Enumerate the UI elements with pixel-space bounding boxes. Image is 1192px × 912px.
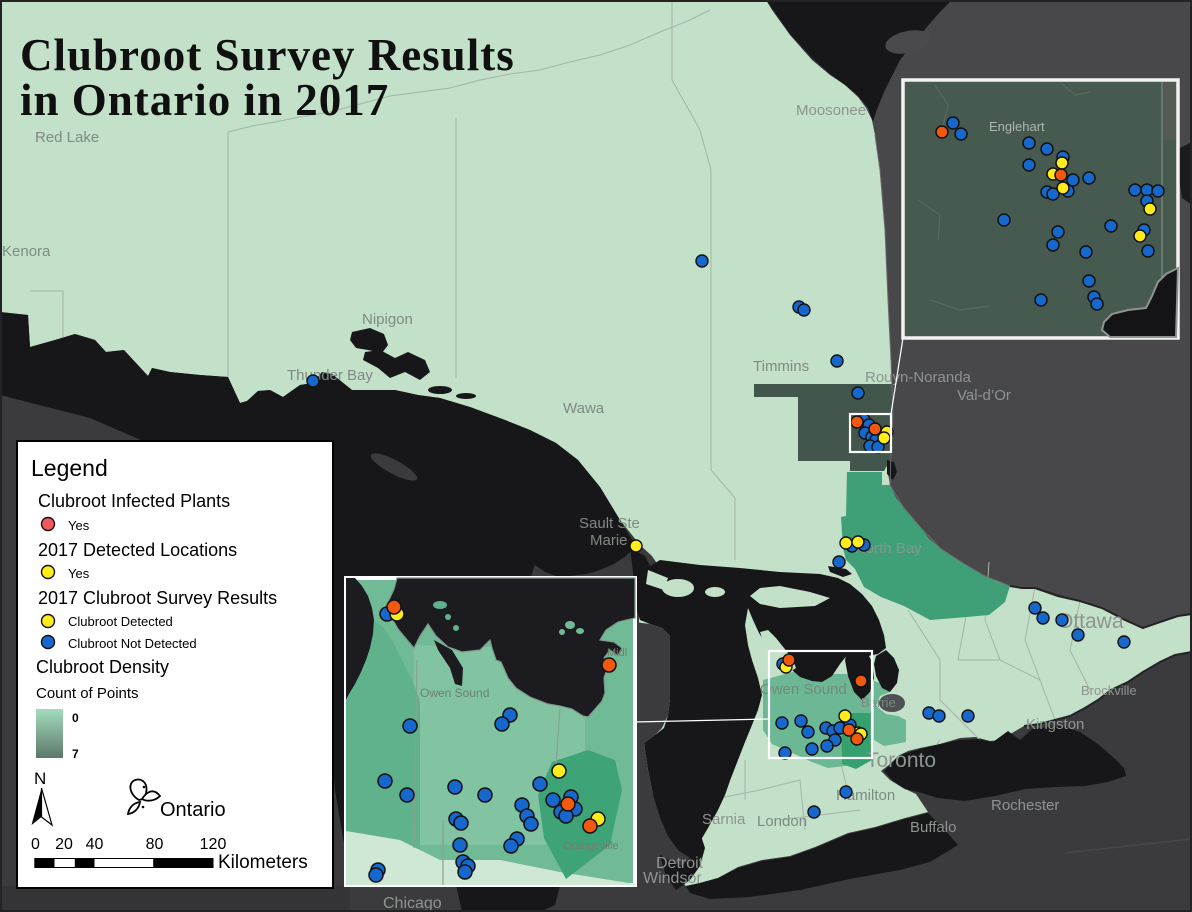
svg-text:Moosonee: Moosonee bbox=[796, 102, 866, 119]
svg-text:in Ontario in 2017: in Ontario in 2017 bbox=[20, 75, 389, 125]
svg-text:Sault Ste: Sault Ste bbox=[579, 515, 640, 532]
svg-text:Chicago: Chicago bbox=[383, 895, 442, 912]
svg-text:Brockville: Brockville bbox=[1081, 683, 1137, 698]
svg-text:Yes: Yes bbox=[68, 566, 90, 581]
svg-text:Clubroot Survey Results: Clubroot Survey Results bbox=[20, 30, 515, 80]
svg-text:Ontario: Ontario bbox=[160, 799, 226, 821]
svg-text:Clubroot Density: Clubroot Density bbox=[36, 657, 169, 677]
svg-text:2017 Detected Locations: 2017 Detected Locations bbox=[38, 540, 237, 560]
svg-text:Barrie: Barrie bbox=[861, 695, 896, 710]
svg-text:Rouyn-Noranda: Rouyn-Noranda bbox=[865, 369, 972, 386]
svg-text:7: 7 bbox=[72, 747, 79, 761]
svg-text:2017 Clubroot Survey Results: 2017 Clubroot Survey Results bbox=[38, 588, 277, 608]
svg-text:80: 80 bbox=[146, 836, 164, 853]
svg-text:Ottawa: Ottawa bbox=[1057, 610, 1124, 633]
svg-text:Kilometers: Kilometers bbox=[218, 852, 308, 873]
svg-text:Val-d’Or: Val-d’Or bbox=[957, 387, 1011, 404]
svg-text:Clubroot Not Detected: Clubroot Not Detected bbox=[68, 636, 197, 651]
svg-text:Yes: Yes bbox=[68, 518, 90, 533]
svg-text:Thunder Bay: Thunder Bay bbox=[287, 367, 373, 384]
svg-text:Detroit: Detroit bbox=[656, 855, 704, 872]
svg-text:20: 20 bbox=[55, 836, 73, 853]
svg-text:London: London bbox=[757, 813, 807, 830]
svg-text:North Bay: North Bay bbox=[855, 540, 922, 557]
svg-text:N: N bbox=[34, 769, 46, 788]
svg-text:0: 0 bbox=[31, 836, 40, 853]
svg-text:Clubroot Detected: Clubroot Detected bbox=[68, 614, 173, 629]
svg-text:Owen Sound: Owen Sound bbox=[420, 686, 489, 700]
svg-text:Wawa: Wawa bbox=[563, 400, 605, 417]
svg-text:Englehart: Englehart bbox=[989, 119, 1045, 134]
svg-text:Clubroot Infected Plants: Clubroot Infected Plants bbox=[38, 491, 230, 511]
svg-text:Buffalo: Buffalo bbox=[910, 819, 956, 836]
svg-text:Orangeville: Orangeville bbox=[563, 840, 619, 852]
svg-text:Timmins: Timmins bbox=[753, 358, 809, 375]
svg-text:Count of Points: Count of Points bbox=[36, 685, 139, 702]
svg-text:Kingston: Kingston bbox=[1026, 716, 1084, 733]
svg-text:Rochester: Rochester bbox=[991, 797, 1059, 814]
svg-text:Marie: Marie bbox=[590, 532, 628, 549]
svg-text:40: 40 bbox=[86, 836, 104, 853]
svg-text:Windsor: Windsor bbox=[643, 870, 702, 887]
svg-text:Legend: Legend bbox=[31, 455, 108, 481]
svg-text:Nipigon: Nipigon bbox=[362, 311, 413, 328]
svg-text:Toronto: Toronto bbox=[866, 749, 936, 772]
svg-text:Sarnia: Sarnia bbox=[702, 811, 746, 828]
svg-text:120: 120 bbox=[200, 836, 227, 853]
svg-text:Owen Sound: Owen Sound bbox=[760, 681, 847, 698]
svg-text:Red Lake: Red Lake bbox=[35, 129, 99, 146]
svg-text:Midl: Midl bbox=[607, 647, 627, 659]
svg-text:Kenora: Kenora bbox=[2, 243, 51, 260]
svg-text:0: 0 bbox=[72, 711, 79, 725]
